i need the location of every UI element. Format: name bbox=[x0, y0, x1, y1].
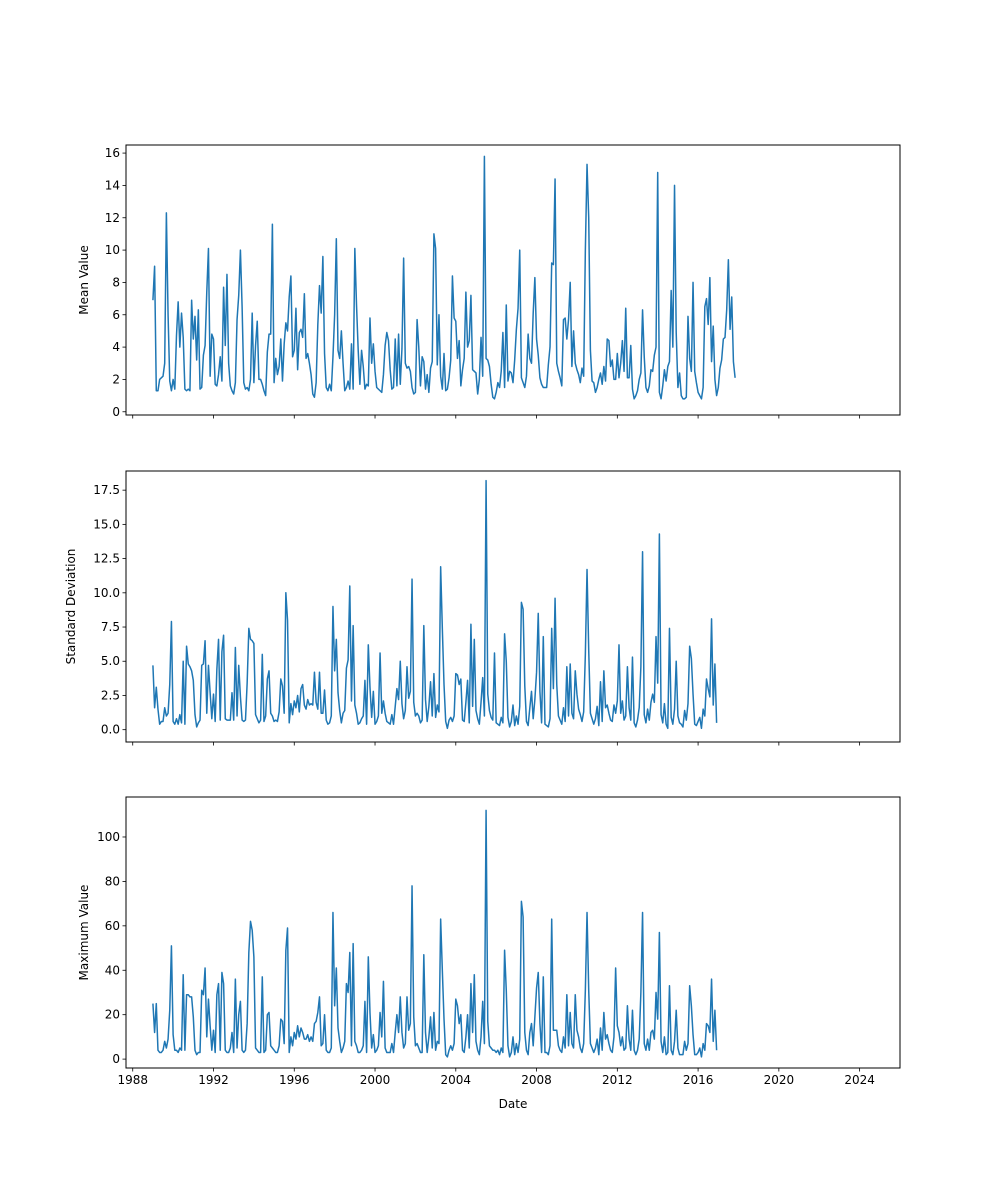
y-tick-label: 2 bbox=[112, 372, 120, 386]
y-tick-label: 10 bbox=[105, 243, 120, 257]
y-tick-label: 4 bbox=[112, 340, 120, 354]
x-tick-label: 2020 bbox=[764, 1073, 795, 1087]
y-tick-label: 40 bbox=[105, 963, 120, 977]
x-tick-label: 2016 bbox=[683, 1073, 714, 1087]
y-tick-label: 5.0 bbox=[101, 654, 120, 668]
y-tick-label: 100 bbox=[97, 830, 120, 844]
y-tick-label: 0 bbox=[112, 405, 120, 419]
plot-frame bbox=[125, 796, 901, 1069]
maximum-value-panel: 0 20 40 60 80 100 1988 1992 1996 2000 2004 2008 2012… bbox=[77, 796, 901, 1111]
y-tick-label: 16 bbox=[105, 146, 120, 160]
x-tick-label: 2012 bbox=[602, 1073, 633, 1087]
y-tick-label: 20 bbox=[105, 1008, 120, 1022]
y-tick-label: 6 bbox=[112, 308, 120, 322]
y-axis-title: Mean Value bbox=[77, 245, 91, 314]
y-tick-label: 10.0 bbox=[93, 586, 120, 600]
x-tick-label: 1988 bbox=[117, 1073, 148, 1087]
y-tick-label: 0 bbox=[112, 1052, 120, 1066]
y-tick-label: 7.5 bbox=[101, 620, 120, 634]
y-tick-label: 60 bbox=[105, 919, 120, 933]
y-tick-label: 8 bbox=[112, 275, 120, 289]
series-line bbox=[152, 155, 736, 400]
y-tick-label: 12.5 bbox=[93, 552, 120, 566]
series-line bbox=[152, 479, 718, 730]
plot-frame bbox=[125, 144, 901, 416]
mean-value-panel: 0 2 4 6 8 10 12 14 16 Mean Value bbox=[77, 144, 901, 419]
x-axis-title: Date bbox=[499, 1097, 528, 1111]
y-tick-label: 15.0 bbox=[93, 517, 120, 531]
standard-deviation-panel: 0.0 2.5 5.0 7.5 10.0 12.5 15.0 17.5 Standard Dev… bbox=[64, 470, 901, 746]
plot-frame bbox=[125, 470, 901, 743]
x-tick-label: 2000 bbox=[360, 1073, 391, 1087]
y-axis-title: Standard Deviation bbox=[64, 549, 78, 665]
y-tick-label: 14 bbox=[105, 178, 120, 192]
x-tick-label: 1996 bbox=[279, 1073, 310, 1087]
y-axis-title: Maximum Value bbox=[77, 885, 91, 981]
series-line bbox=[152, 809, 718, 1058]
y-tick-label: 80 bbox=[105, 874, 120, 888]
x-tick-label: 2004 bbox=[441, 1073, 472, 1087]
y-tick-label: 12 bbox=[105, 211, 120, 225]
y-tick-label: 2.5 bbox=[101, 688, 120, 702]
y-tick-label: 17.5 bbox=[93, 483, 120, 497]
x-tick-label: 2008 bbox=[521, 1073, 552, 1087]
x-tick-label: 2024 bbox=[844, 1073, 875, 1087]
x-tick-label: 1992 bbox=[198, 1073, 229, 1087]
y-tick-label: 0.0 bbox=[101, 723, 120, 737]
